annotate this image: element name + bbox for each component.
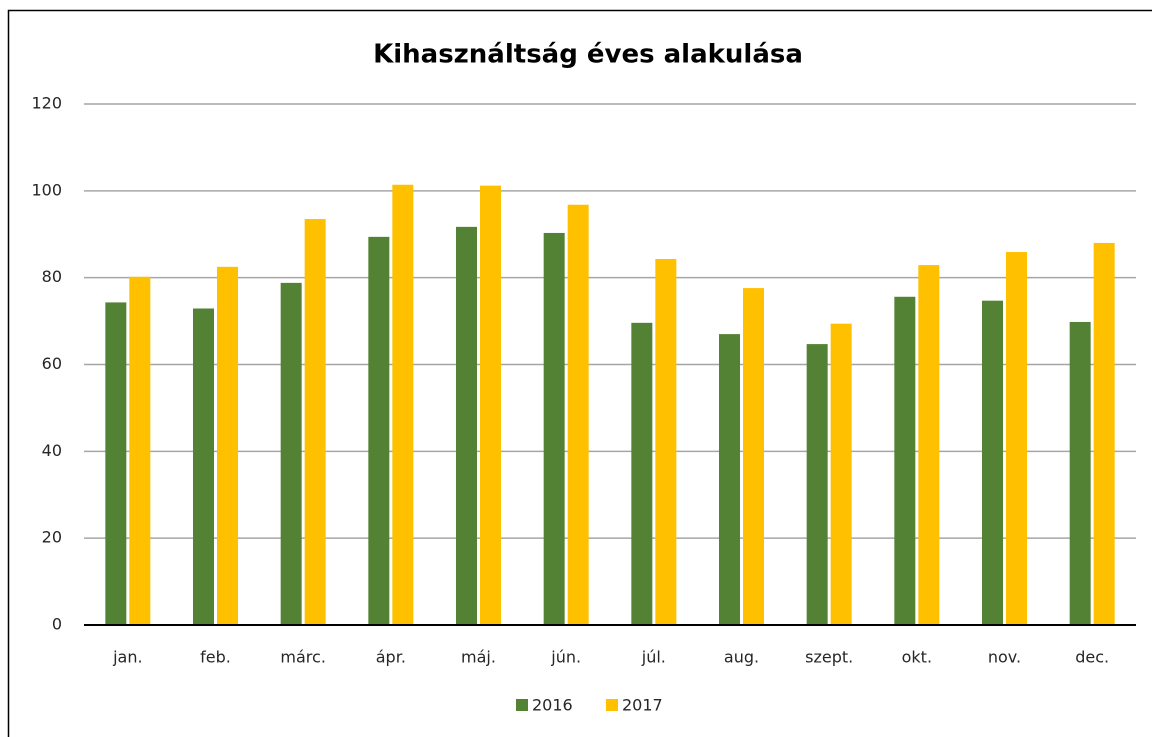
bar	[918, 265, 940, 625]
bar	[1069, 321, 1091, 625]
bar	[830, 323, 852, 625]
bar	[719, 334, 740, 625]
x-tick-label: feb.	[200, 648, 231, 667]
bar	[631, 322, 653, 625]
bar	[480, 185, 501, 625]
bar	[368, 236, 390, 626]
bar	[982, 300, 1003, 625]
bar	[543, 232, 565, 625]
y-tick-label: 0	[52, 615, 62, 634]
y-tick-label: 20	[42, 528, 62, 547]
bar	[567, 204, 589, 625]
chart-title: Kihasználtság éves alakulása	[373, 40, 803, 70]
legend-swatch	[516, 699, 528, 711]
x-tick-label: jan.	[112, 648, 142, 667]
y-tick-label: 40	[42, 441, 62, 460]
bar	[1093, 242, 1115, 625]
x-tick-label: jún.	[550, 648, 581, 667]
bar	[304, 219, 326, 625]
x-tick-label: márc.	[280, 648, 326, 667]
bar	[105, 302, 127, 625]
bar	[129, 276, 151, 625]
bar	[743, 288, 764, 625]
bar	[193, 308, 214, 625]
y-tick-label: 80	[42, 267, 62, 286]
x-tick-label: máj.	[461, 648, 496, 667]
x-tick-label: dec.	[1075, 648, 1109, 667]
y-tick-label: 120	[31, 94, 62, 113]
bar	[392, 184, 414, 625]
x-tick-label: okt.	[902, 648, 932, 667]
legend-label: 2017	[622, 696, 663, 715]
bar	[806, 344, 828, 625]
x-tick-label: júl.	[641, 648, 666, 667]
bar	[280, 282, 302, 625]
bar	[217, 266, 238, 625]
y-tick-label: 60	[42, 354, 62, 373]
y-tick-label: 100	[31, 180, 62, 199]
x-tick-label: ápr.	[376, 648, 406, 667]
legend-swatch	[606, 699, 618, 711]
x-tick-label: szept.	[805, 648, 853, 667]
bar	[456, 226, 477, 625]
legend-label: 2016	[532, 696, 573, 715]
x-tick-label: nov.	[988, 648, 1021, 667]
bar	[894, 296, 916, 625]
x-tick-label: aug.	[724, 648, 759, 667]
bar	[1006, 252, 1027, 625]
bar	[655, 258, 677, 625]
